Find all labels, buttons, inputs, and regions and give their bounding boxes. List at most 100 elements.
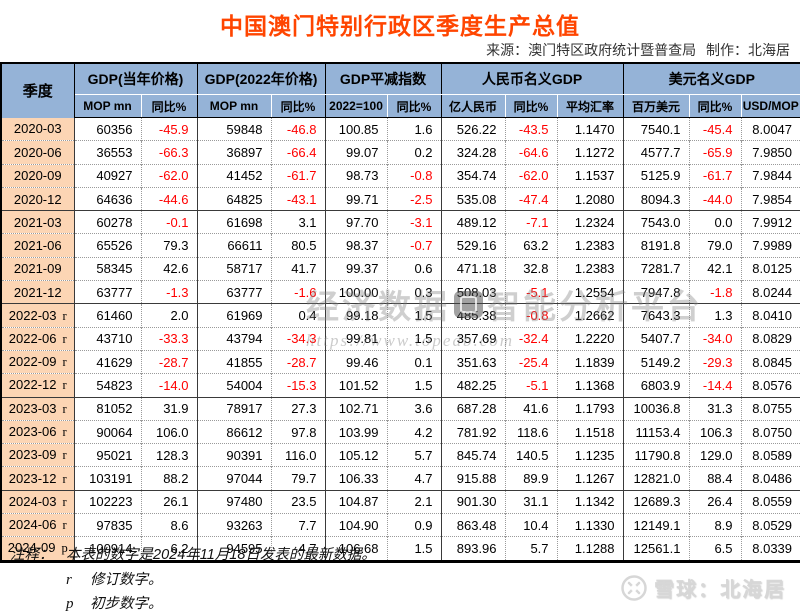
quarter-label: 2020-09 [13, 168, 62, 184]
value-cell: -44.0 [689, 186, 742, 211]
value-cell: 54004 [197, 373, 272, 398]
value-cell: 41629 [74, 349, 142, 374]
value-cell: 8.0829 [741, 326, 800, 351]
value-cell: 31.1 [505, 489, 558, 514]
note-p-text: 初步数字。 [90, 596, 163, 611]
value-cell: 351.63 [441, 349, 506, 374]
value-cell: 32.8 [505, 256, 558, 281]
value-cell: 98.37 [325, 233, 388, 258]
value-cell: 7.7 [271, 513, 326, 537]
value-cell: 7.9850 [741, 140, 800, 165]
note-r-symbol: r [66, 571, 72, 588]
value-cell: -5.1 [505, 280, 558, 304]
sub-column-header: 同比% [141, 94, 198, 118]
column-group-header: 人民币名义GDP [441, 63, 624, 95]
value-cell: 89.9 [505, 466, 558, 491]
quarter-label: 2023-06 [8, 424, 57, 439]
table-row: 2024-06 r 97835 8.6 93263 7.7 104.90 0.9 863.48 1… [1, 513, 800, 537]
value-cell: 63.2 [505, 233, 558, 258]
quarter-label: 2020-03 [13, 121, 62, 137]
value-cell: 0.9 [387, 513, 442, 537]
value-cell: 845.74 [441, 443, 506, 467]
value-cell: 6.2 [141, 536, 198, 562]
value-cell: 80.5 [271, 233, 326, 258]
value-cell: -3.1 [387, 210, 442, 234]
value-cell: -34.0 [689, 326, 742, 351]
value-cell: 93263 [197, 513, 272, 537]
value-cell: -1.8 [689, 280, 742, 304]
value-cell: 508.03 [441, 280, 506, 304]
value-cell: 12821.0 [623, 466, 690, 491]
quarter-label: 2024-09 [7, 540, 56, 556]
note-main: 注释： 本表的数字是2024年11月18日发表的最新数据。 [10, 543, 376, 568]
value-cell: 354.74 [441, 163, 506, 188]
value-cell: -28.7 [271, 349, 326, 374]
quarter-cell: 2020-12 [1, 186, 75, 211]
column-group-header: GDP(2022年价格) [197, 63, 326, 95]
value-cell: 2.0 [141, 303, 198, 328]
value-cell: -7.1 [505, 210, 558, 234]
value-cell: 100.00 [325, 280, 388, 304]
value-cell: 8.0410 [741, 303, 800, 328]
value-cell: 1.3 [689, 303, 742, 328]
value-cell: 58345 [74, 256, 142, 281]
revision-flag: r [62, 448, 67, 463]
value-cell: 61698 [197, 210, 272, 234]
revision-flag: p [61, 541, 68, 556]
value-cell: -62.0 [505, 163, 558, 188]
value-cell: 99.37 [325, 256, 388, 281]
value-cell: 1.5 [387, 536, 442, 562]
table-row: 2022-06 r 43710 -33.3 43794 -34.3 99.81 1.5 357.… [1, 326, 800, 351]
value-cell: 8.0755 [741, 396, 800, 421]
value-cell: 8.0125 [741, 256, 800, 281]
value-cell: 63777 [197, 280, 272, 304]
value-cell: 1.1518 [557, 419, 624, 444]
revision-flag: r [62, 401, 67, 416]
value-cell: 1.2080 [557, 186, 624, 211]
value-cell: 6.5 [689, 536, 742, 562]
value-cell: -46.8 [271, 117, 326, 141]
value-cell: 26.1 [141, 489, 198, 514]
xueqiu-watermark: 雪球：北海居 [621, 573, 786, 602]
value-cell: 97.70 [325, 210, 388, 234]
value-cell: -1.6 [271, 280, 326, 304]
value-cell: 0.6 [387, 256, 442, 281]
value-cell: -61.7 [689, 163, 742, 188]
value-cell: 41855 [197, 349, 272, 374]
value-cell: 106.0 [141, 419, 198, 444]
value-cell: 10.4 [505, 513, 558, 537]
quarter-cell: 2020-06 [1, 140, 75, 165]
value-cell: 0.1 [387, 349, 442, 374]
value-cell: 64825 [197, 186, 272, 211]
value-cell: 59848 [197, 117, 272, 141]
value-cell: 5.7 [505, 536, 558, 562]
value-cell: 8.0750 [741, 419, 800, 444]
quarter-cell: 2024-03 r [1, 489, 75, 514]
table-row: 2023-06 r 90064 106.0 86612 97.8 103.99 4.2 781.… [1, 419, 800, 444]
value-cell: 7.9989 [741, 233, 800, 258]
sub-column-header: 同比% [505, 94, 558, 118]
value-cell: 88.2 [141, 466, 198, 491]
value-cell: 8094.3 [623, 186, 690, 211]
value-cell: 116.0 [271, 443, 326, 467]
table-row: 2023-12 r 103191 88.2 97044 79.7 106.33 4.7 915.… [1, 466, 800, 491]
value-cell: 3.1 [271, 210, 326, 234]
value-cell: 863.48 [441, 513, 506, 537]
quarter-cell: 2021-12 [1, 280, 75, 304]
value-cell: -45.4 [689, 117, 742, 141]
value-cell: 7540.1 [623, 117, 690, 141]
table-row: 2021-12 63777 -1.3 63777 -1.6 100.00 0.3 508.03… [1, 280, 800, 304]
quarter-cell: 2023-12 r [1, 466, 75, 491]
value-cell: -43.5 [505, 117, 558, 141]
quarter-cell: 2024-09 p [1, 536, 75, 562]
value-cell: 7543.0 [623, 210, 690, 234]
value-cell: 40927 [74, 163, 142, 188]
value-cell: 7.9912 [741, 210, 800, 234]
value-cell: -62.0 [141, 163, 198, 188]
value-cell: 10036.8 [623, 396, 690, 421]
value-cell: 915.88 [441, 466, 506, 491]
value-cell: 0.4 [271, 303, 326, 328]
sub-column-header: 亿人民币 [441, 94, 506, 118]
value-cell: 78917 [197, 396, 272, 421]
note-main-text: 本表的数字是2024年11月18日发表的最新数据。 [66, 547, 376, 563]
